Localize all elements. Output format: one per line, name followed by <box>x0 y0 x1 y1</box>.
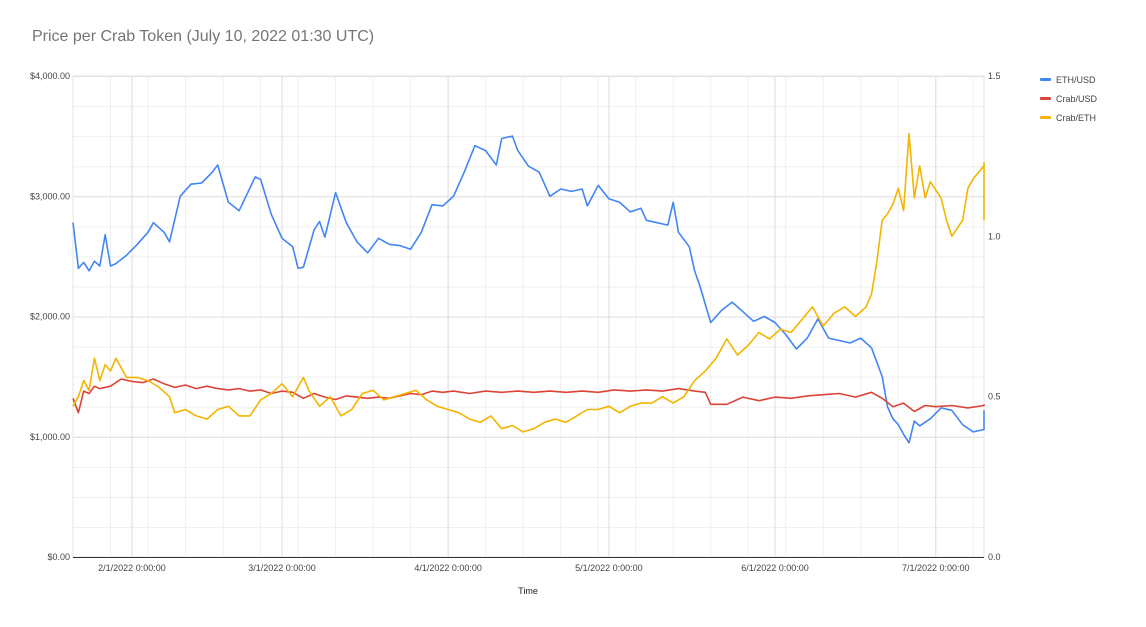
series-line-crab-eth <box>72 132 985 433</box>
series-lines <box>72 132 985 444</box>
y-right-tick-label: 0.5 <box>988 392 1001 402</box>
y-left-tick-label: $1,000.00 <box>30 432 70 442</box>
legend-label: ETH/USD <box>1056 74 1096 85</box>
x-tick-label: 6/1/2022 0:00:00 <box>741 563 809 573</box>
tick-labels: $0.00 $1,000.00 $2,000.00 $3,000.00 $4,000.0… <box>30 71 1001 573</box>
x-tick-label: 5/1/2022 0:00:00 <box>575 563 643 573</box>
y-right-tick-label: 0.0 <box>988 552 1001 562</box>
legend: ETH/USD Crab/USD Crab/ETH <box>1040 70 1097 127</box>
x-axis-title: Time <box>518 586 538 596</box>
legend-label: Crab/ETH <box>1056 112 1097 123</box>
legend-label: Crab/USD <box>1056 93 1098 104</box>
series-line-eth-usd <box>72 135 985 444</box>
x-tick-label: 4/1/2022 0:00:00 <box>414 563 482 573</box>
x-tick-label: 2/1/2022 0:00:00 <box>98 563 166 573</box>
legend-swatch <box>1040 97 1051 100</box>
y-left-tick-label: $2,000.00 <box>30 312 70 322</box>
x-tick-label: 3/1/2022 0:00:00 <box>248 563 316 573</box>
gridlines <box>72 76 984 558</box>
y-right-tick-label: 1.5 <box>988 71 1001 81</box>
y-left-tick-label: $4,000.00 <box>30 71 70 81</box>
axes <box>72 75 985 558</box>
chart-title: Price per Crab Token (July 10, 2022 01:3… <box>32 28 375 45</box>
legend-item: Crab/ETH <box>1040 108 1097 127</box>
x-tick-label: 7/1/2022 0:00:00 <box>902 563 970 573</box>
series-line-crab-usd <box>72 378 985 414</box>
y-right-tick-label: 1.0 <box>988 231 1001 241</box>
legend-swatch <box>1040 78 1051 81</box>
y-left-tick-label: $3,000.00 <box>30 191 70 201</box>
legend-item: Crab/USD <box>1040 89 1097 108</box>
y-left-tick-label: $0.00 <box>47 552 70 562</box>
legend-item: ETH/USD <box>1040 70 1097 89</box>
legend-swatch <box>1040 116 1051 119</box>
